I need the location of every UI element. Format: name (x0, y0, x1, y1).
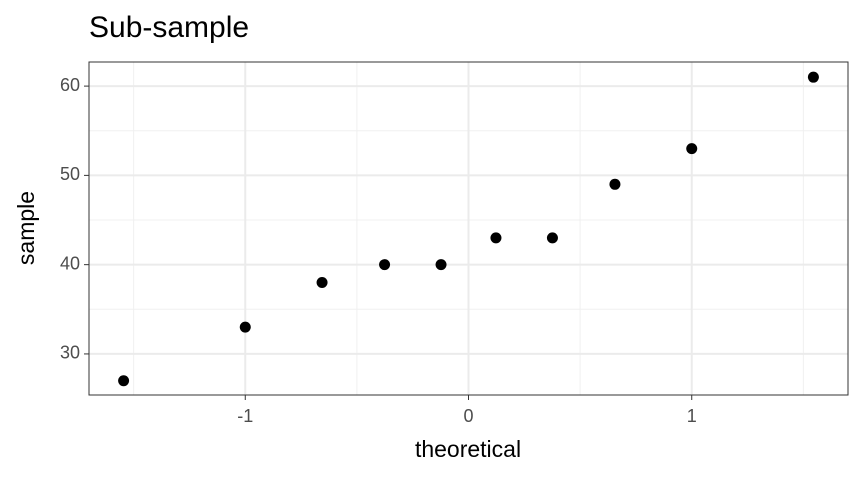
point (807, 71, 819, 83)
point (546, 232, 558, 244)
y-tick-label: 30 (60, 343, 80, 363)
y-axis-title: sample (13, 191, 39, 265)
point (118, 375, 130, 387)
point (609, 178, 621, 190)
point (435, 259, 447, 271)
point (379, 259, 391, 271)
x-axis-title: theoretical (415, 436, 521, 462)
y-tick-label: 60 (60, 75, 80, 95)
point (686, 143, 698, 155)
y-tick-label: 40 (60, 253, 80, 273)
x-tick-label: -1 (237, 406, 253, 426)
point (239, 321, 251, 333)
chart-title: Sub-sample (89, 11, 249, 44)
point (490, 232, 502, 244)
panel-border (88, 61, 849, 396)
point (316, 277, 328, 289)
x-tick-label: 0 (463, 406, 473, 426)
y-tick-label: 50 (60, 164, 80, 184)
x-tick-label: 1 (687, 406, 697, 426)
